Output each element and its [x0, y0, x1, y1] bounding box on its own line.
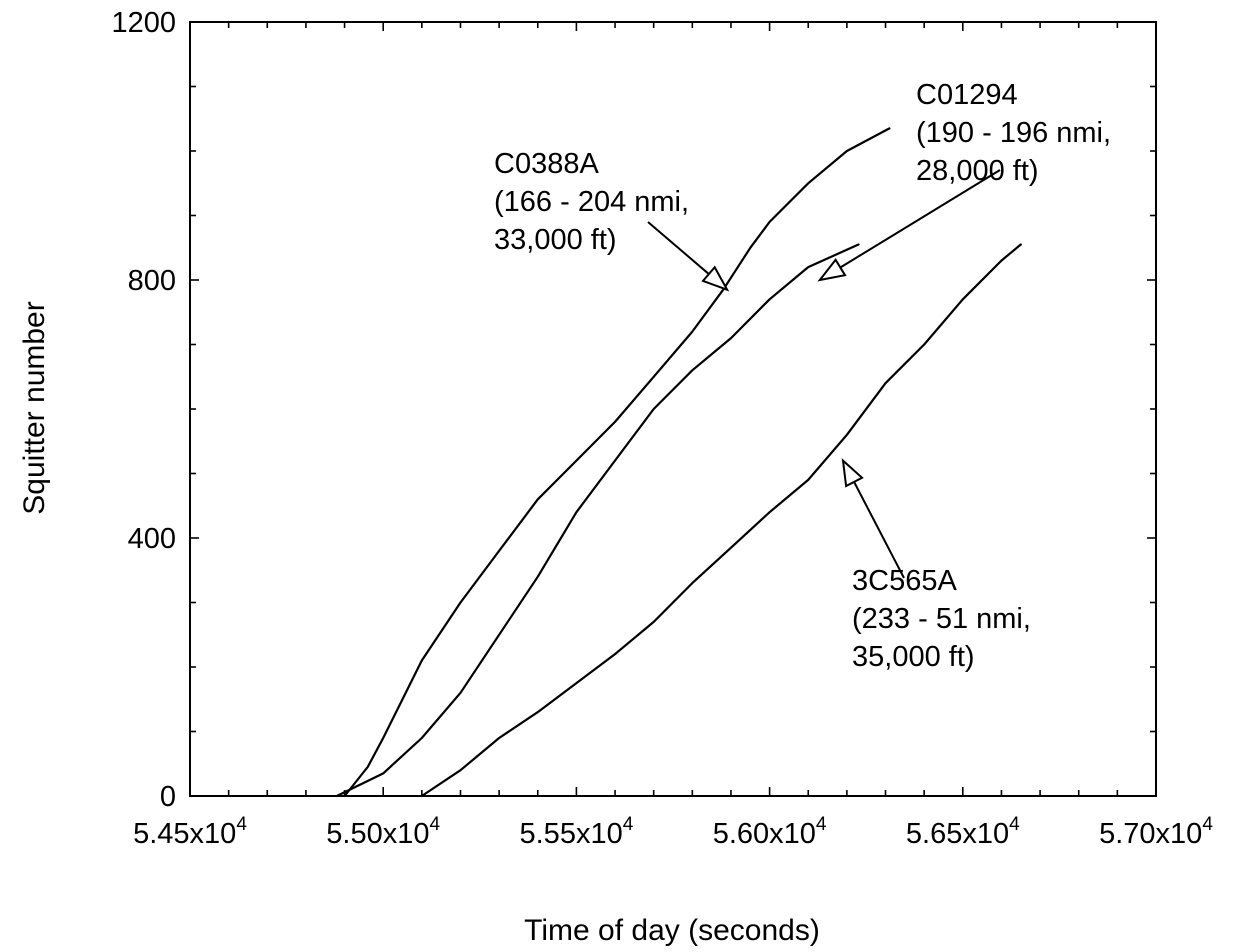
annotation-line: 33,000 ft): [494, 224, 617, 256]
y-tick-label: 1200: [111, 7, 176, 39]
arrow-head: [817, 258, 847, 282]
annotation-text: C0388A (166 - 204 nmi, 33,000 ft): [494, 148, 689, 256]
x-tick-exponent: 4: [623, 814, 634, 835]
series-layer: [335, 127, 1022, 798]
series-line-3c565a: [420, 243, 1022, 798]
y-axis-title: Squitter number: [18, 301, 51, 514]
annotation-line: C0388A: [494, 148, 599, 180]
x-tick-mantissa: 5.50x10: [326, 818, 429, 850]
y-tick-label: 400: [128, 523, 176, 555]
annotation-c01294: C01294 (190 - 196 nmi, 28,000 ft): [817, 79, 1111, 282]
annotation-line: 35,000 ft): [852, 641, 975, 673]
x-tick-label: 5.55x104: [520, 814, 634, 850]
x-tick-exponent: 4: [430, 814, 441, 835]
annotation-3c565a: 3C565A (233 - 51 nmi, 35,000 ft): [841, 458, 1031, 673]
x-tick-label: 5.70x104: [1099, 814, 1213, 850]
arrow-head: [841, 458, 864, 488]
annotation-line: (233 - 51 nmi,: [852, 603, 1031, 635]
y-tick-labels: 0 400 800 1200: [111, 7, 176, 813]
plot-frame: [189, 21, 1157, 797]
x-axis-title: Time of day (seconds): [524, 914, 820, 947]
x-tick-exponent: 4: [816, 814, 827, 835]
x-tick-labels: 5.45x104 5.50x104 5.55x104 5.60x104 5.65x104…: [133, 814, 1213, 850]
series-line-c0388a: [343, 127, 891, 798]
arrow-head: [701, 265, 730, 292]
y-tick-label: 0: [160, 781, 176, 813]
x-tick-exponent: 4: [1009, 814, 1020, 835]
x-tick-mantissa: 5.45x10: [133, 818, 236, 850]
x-tick-label: 5.60x104: [713, 814, 827, 850]
arrow-shaft: [853, 481, 905, 579]
x-tick-exponent: 4: [1202, 814, 1213, 835]
x-tick-mantissa: 5.55x10: [520, 818, 623, 850]
series-line-c01294: [335, 243, 860, 798]
x-tick-exponent: 4: [236, 814, 247, 835]
x-tick-mantissa: 5.65x10: [906, 818, 1009, 850]
y-tick-label: 800: [128, 265, 176, 297]
x-tick-label: 5.65x104: [906, 814, 1020, 850]
annotation-text: 3C565A (233 - 51 nmi, 35,000 ft): [852, 565, 1031, 673]
annotation-layer: C0388A (166 - 204 nmi, 33,000 ft) C01294 (19…: [494, 79, 1111, 673]
x-tick-mantissa: 5.70x10: [1099, 818, 1202, 850]
annotation-line: 28,000 ft): [916, 155, 1039, 187]
annotation-text: C01294 (190 - 196 nmi, 28,000 ft): [916, 79, 1111, 187]
x-tick-label: 5.50x104: [326, 814, 440, 850]
annotation-line: (166 - 204 nmi,: [494, 186, 689, 218]
annotation-c0388a: C0388A (166 - 204 nmi, 33,000 ft): [494, 148, 730, 292]
arrow-shaft: [839, 169, 1001, 269]
annotation-line: C01294: [916, 79, 1018, 111]
x-tick-label: 5.45x104: [133, 814, 247, 850]
x-tick-mantissa: 5.60x10: [713, 818, 816, 850]
arrow-shaft: [647, 221, 710, 275]
annotation-line: 3C565A: [852, 565, 957, 597]
annotation-line: (190 - 196 nmi,: [916, 117, 1111, 149]
